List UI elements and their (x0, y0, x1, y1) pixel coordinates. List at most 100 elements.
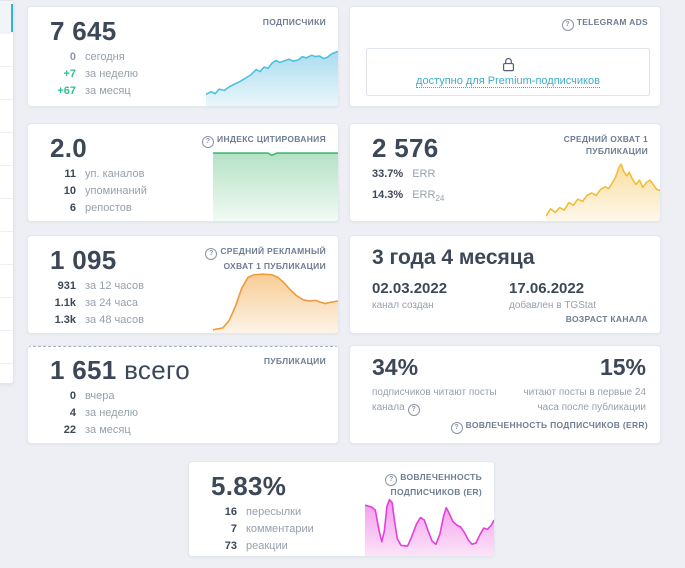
premium-link[interactable]: доступно для Premium-подписчиков (416, 74, 600, 88)
channel-created-block: 02.03.2022 канал создан (372, 280, 447, 311)
card-channel-age: 3 года 4 месяца 02.03.2022 канал создан … (349, 235, 661, 334)
card-subscribers: 7 645 ПОДПИСЧИКИ 0 сегодня +7 за неделю +67 з… (27, 6, 339, 107)
stat-label: упоминаний (85, 185, 147, 198)
stat-value: 16 (224, 506, 237, 518)
stat-row: 7 комментарии (211, 523, 314, 536)
subscribers-sparkline (206, 41, 338, 106)
stat-value: 10 (63, 185, 76, 198)
stat-value: 14.3% (372, 189, 404, 202)
card-title-subscribers: ПОДПИСЧИКИ (262, 17, 326, 27)
card-engagement-err: 34% подписчиков читают посты канала? 15%… (349, 345, 661, 444)
stat-value: 11 (64, 168, 76, 180)
channel-age-value: 3 года 4 месяца (372, 246, 535, 269)
card-title-engagement-err: ? ВОВЛЕЧЕННОСТЬ ПОДПИСЧИКОВ (ERR) (450, 420, 648, 434)
publications-bar-chart (28, 346, 338, 347)
stat-label: уп. каналов (85, 168, 145, 180)
card-title-average-reach: СРЕДНИЙ ОХВАТ 1 ПУБЛИКАЦИИ (563, 134, 648, 157)
left-nav-active-row[interactable] (0, 1, 13, 34)
stat-row: 33.7% ERR (372, 168, 444, 181)
average-reach-value: 2 576 (372, 133, 439, 163)
stat-row: 0 сегодня (50, 51, 138, 64)
stat-row: 1.3k за 48 часов (50, 314, 144, 327)
card-telegram-ads: ? TELEGRAM ADS доступно для Premium-подпи… (349, 6, 661, 107)
stat-label: за 48 часов (85, 314, 144, 327)
card-title-channel-age: ВОЗРАСТ КАНАЛА (565, 314, 648, 324)
stat-row: 10 упоминаний (50, 185, 147, 198)
stat-value: 931 (57, 280, 76, 292)
stat-label: за месяц (85, 424, 131, 437)
err-read24-block: 15% читают посты в первые 24 часа после … (516, 354, 646, 415)
stat-value: 0 (69, 51, 76, 63)
average-ad-reach-sparkline (213, 269, 338, 333)
stat-row: 16 пересылки (211, 506, 314, 519)
premium-locked-box: доступно для Premium-подписчиков (366, 48, 650, 96)
stat-value: 7 (230, 523, 237, 536)
citation-sparkline (213, 151, 338, 221)
publications-stats: 0 вчера 4 за неделю 22 за месяц (50, 390, 138, 442)
err-read-block: 34% подписчиков читают посты канала? (372, 354, 532, 416)
help-icon[interactable]: ? (407, 403, 420, 416)
lock-icon (502, 57, 514, 71)
channel-created-label: канал создан (372, 300, 434, 311)
left-nav-active-indicator (11, 4, 13, 32)
help-icon[interactable]: ? (561, 19, 574, 31)
subscribers-count: 7 645 (50, 16, 117, 46)
er-sparkline (365, 494, 494, 556)
stat-label: за 24 часа (85, 297, 138, 310)
stat-label: комментарии (246, 523, 314, 536)
stat-label: вчера (85, 390, 115, 402)
err-read-value: 34% (372, 354, 419, 380)
publications-count-suffix: всего (124, 355, 190, 385)
stat-row: 22 за месяц (50, 424, 138, 437)
left-nav-panel-cutoff (0, 0, 14, 384)
stat-label: ERR (412, 168, 436, 180)
stat-label: ERR24 (412, 189, 445, 204)
channel-added-date: 17.06.2022 (509, 280, 585, 297)
stat-row: +7 за неделю (50, 68, 138, 81)
help-icon[interactable]: ? (202, 136, 215, 148)
err-read24-value: 15% (599, 354, 646, 380)
stat-row: 73 реакции (211, 540, 314, 553)
help-icon[interactable]: ? (205, 248, 218, 260)
stat-value: 73 (224, 540, 237, 553)
average-reach-stats: 33.7% ERR 14.3% ERR24 (372, 168, 444, 212)
stat-value: 0 (69, 390, 76, 402)
stat-row: 4 за неделю (50, 407, 138, 420)
card-title-publications: ПУБЛИКАЦИИ (263, 356, 326, 366)
stat-value: 1.1k (54, 297, 76, 310)
card-average-ad-reach: 1 095 ? СРЕДНИЙ РЕКЛАМНЫЙ ОХВАТ 1 ПУБЛИКА… (27, 235, 339, 334)
help-icon[interactable]: ? (450, 422, 463, 434)
channel-added-block: 17.06.2022 добавлен в TGStat (509, 280, 596, 311)
stat-value: 6 (69, 202, 76, 215)
card-title-average-ad-reach: ? СРЕДНИЙ РЕКЛАМНЫЙ ОХВАТ 1 ПУБЛИКАЦИИ (176, 245, 326, 272)
publications-count: 1 651 всего (50, 355, 190, 385)
stat-value: 33.7% (372, 168, 404, 180)
stat-label: за неделю (85, 68, 139, 81)
stat-value: 4 (69, 407, 76, 420)
er-value: 5.83% (211, 471, 287, 501)
stat-value: +67 (57, 85, 76, 98)
stat-value: +7 (63, 68, 76, 81)
stat-row: 14.3% ERR24 (372, 189, 444, 204)
stat-label: реакции (246, 540, 288, 553)
stat-row: 11 уп. каналов (50, 168, 147, 181)
err-read24-label: читают посты в первые 24 часа после публ… (523, 387, 646, 413)
card-publications: 1 651 всего ПУБЛИКАЦИИ 0 вчера 4 за неделю 2… (27, 345, 339, 444)
help-icon[interactable]: ? (385, 474, 398, 486)
card-title-telegram-ads: ? TELEGRAM ADS (561, 16, 648, 31)
channel-created-date: 02.03.2022 (372, 280, 448, 297)
average-ad-reach-value: 1 095 (50, 245, 117, 275)
card-average-reach: 2 576 СРЕДНИЙ ОХВАТ 1 ПУБЛИКАЦИИ 33.7% ER… (349, 123, 661, 222)
stat-label: пересылки (246, 506, 302, 518)
stat-value: 22 (63, 424, 76, 437)
card-engagement-er: 5.83% ? ВОВЛЕЧЕННОСТЬ ПОДПИСЧИКОВ (ER) 16… (188, 461, 495, 557)
card-citation-index: 2.0 ? ИНДЕКС ЦИТИРОВАНИЯ 11 уп. каналов 10 у… (27, 123, 339, 222)
stat-label: за 12 часов (85, 280, 144, 292)
stat-row: 0 вчера (50, 390, 138, 403)
stat-row: 6 репостов (50, 202, 147, 215)
card-title-engagement-er: ? ВОВЛЕЧЕННОСТЬ ПОДПИСЧИКОВ (ER) (362, 471, 482, 498)
stat-label: репостов (85, 202, 132, 215)
stat-row: 931 за 12 часов (50, 280, 144, 293)
err-read-label: подписчиков читают посты канала? (372, 386, 532, 416)
